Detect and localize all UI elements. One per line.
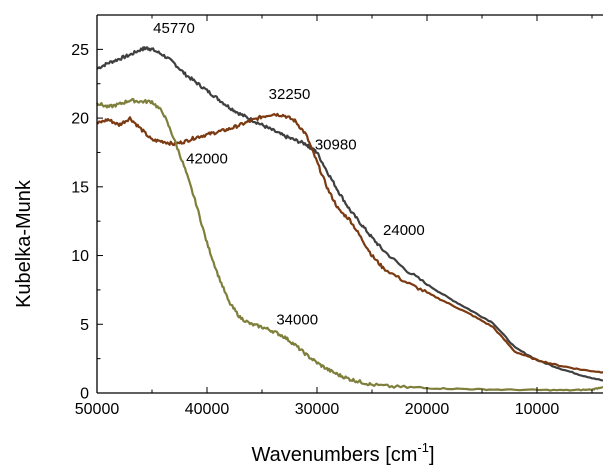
x-tick-label: 10000	[515, 401, 560, 418]
x-tick-label: 50000	[75, 401, 120, 418]
x-tick-label: 30000	[295, 401, 340, 418]
x-axis-title-close: ]	[429, 444, 435, 466]
series-line-2	[96, 112, 603, 374]
peak-annotation: 34000	[276, 311, 318, 328]
peak-annotation: 45770	[153, 20, 195, 37]
x-axis-title-sup: -1	[417, 440, 429, 455]
y-tick-label: 10	[71, 248, 89, 265]
series-layer	[96, 46, 603, 392]
y-tick-label: 0	[80, 386, 89, 403]
y-tick-label: 25	[71, 42, 89, 59]
peak-annotation: 32250	[269, 86, 311, 103]
x-tick-label: 20000	[405, 401, 450, 418]
series-line-3	[96, 98, 603, 392]
peak-annotation: 24000	[383, 222, 425, 239]
series-line-1	[96, 46, 603, 382]
y-tick-label: 5	[80, 317, 89, 334]
peak-annotation: 42000	[186, 150, 228, 167]
annotation-layer: 45770 32250 30980 42000 24000 34000	[153, 20, 425, 328]
axes-layer: 50000 40000 30000 20000 10000 0 5 10 15 20 25	[71, 14, 603, 418]
y-tick-label: 20	[71, 111, 89, 128]
x-axis-title-main: Wavenumbers [cm	[251, 444, 417, 466]
x-axis-title: Wavenumbers [cm-1]	[251, 440, 434, 466]
peak-annotation: 30980	[315, 137, 357, 154]
y-tick-label: 15	[71, 179, 89, 196]
x-tick-label: 40000	[185, 401, 230, 418]
y-axis-title: Kubelka-Munk	[13, 179, 35, 308]
